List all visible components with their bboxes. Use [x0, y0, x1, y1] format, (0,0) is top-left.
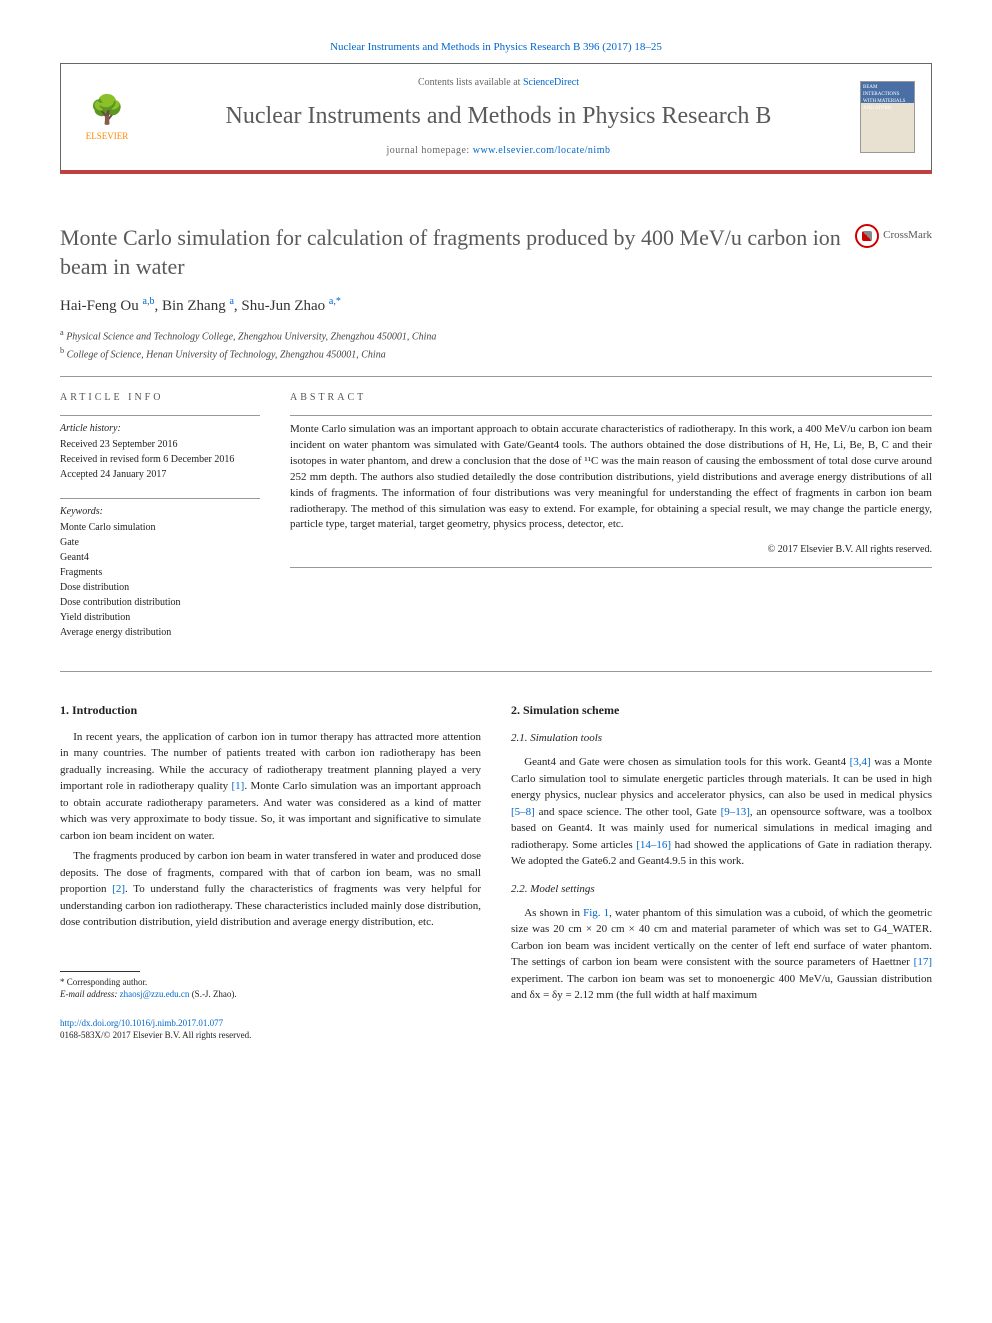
- keywords-label: Keywords:: [60, 505, 260, 519]
- affiliation-b: b College of Science, Henan University o…: [60, 345, 932, 362]
- sec2-head: 2. Simulation scheme: [511, 702, 932, 719]
- article-info-head: ARTICLE INFO: [60, 391, 260, 405]
- authors: Hai-Feng Ou a,b, Bin Zhang a, Shu-Jun Zh…: [60, 295, 932, 317]
- contents-prefix: Contents lists available at: [418, 77, 523, 88]
- abstract-bottom-divider: [290, 567, 932, 568]
- info-abstract-row: ARTICLE INFO Article history: Received 2…: [60, 391, 932, 641]
- doi-block: http://dx.doi.org/10.1016/j.nimb.2017.01…: [60, 1017, 481, 1042]
- crossmark-label: CrossMark: [883, 228, 932, 243]
- sec21-p1: Geant4 and Gate were chosen as simulatio…: [511, 754, 932, 870]
- affiliations: a Physical Science and Technology Colleg…: [60, 327, 932, 362]
- doi-link[interactable]: http://dx.doi.org/10.1016/j.nimb.2017.01…: [60, 1018, 223, 1028]
- corresponding-author: * Corresponding author.: [60, 976, 481, 989]
- abstract-text: Monte Carlo simulation was an important …: [290, 422, 932, 534]
- kw-6: Yield distribution: [60, 611, 260, 625]
- affil-b-text: College of Science, Henan University of …: [67, 349, 386, 360]
- body-columns: 1. Introduction In recent years, the app…: [60, 702, 932, 1042]
- keywords-divider: [60, 498, 260, 499]
- sec1-head: 1. Introduction: [60, 702, 481, 719]
- journal-title: Nuclear Instruments and Methods in Physi…: [153, 100, 844, 134]
- article-info: ARTICLE INFO Article history: Received 2…: [60, 391, 260, 641]
- crossmark-badge[interactable]: CrossMark: [855, 224, 932, 248]
- homepage-link[interactable]: www.elsevier.com/locate/nimb: [473, 145, 611, 156]
- journal-header: 🌳 ELSEVIER Contents lists available at S…: [60, 63, 932, 174]
- kw-7: Average energy distribution: [60, 626, 260, 640]
- article-title: Monte Carlo simulation for calculation o…: [60, 224, 855, 281]
- email-label: E-mail address:: [60, 989, 120, 999]
- crossmark-icon: [855, 224, 879, 248]
- sec1-p1: In recent years, the application of carb…: [60, 729, 481, 845]
- sciencedirect-link[interactable]: ScienceDirect: [523, 77, 579, 88]
- elsevier-logo: 🌳 ELSEVIER: [77, 82, 137, 152]
- history-revised: Received in revised form 6 December 2016: [60, 453, 260, 467]
- divider-2: [60, 671, 932, 672]
- footnote-separator: [60, 971, 140, 972]
- affiliation-a: a Physical Science and Technology Colleg…: [60, 327, 932, 344]
- affil-a-text: Physical Science and Technology College,…: [66, 332, 436, 343]
- contents-line: Contents lists available at ScienceDirec…: [153, 76, 844, 90]
- homepage-prefix: journal homepage:: [387, 145, 473, 156]
- right-column: 2. Simulation scheme 2.1. Simulation too…: [511, 702, 932, 1042]
- sec22-p1: As shown in Fig. 1, water phantom of thi…: [511, 905, 932, 1004]
- elsevier-tree-icon: 🌳: [90, 91, 125, 130]
- history-received: Received 23 September 2016: [60, 438, 260, 452]
- journal-reference: Nuclear Instruments and Methods in Physi…: [60, 40, 932, 55]
- publisher-name: ELSEVIER: [86, 130, 129, 143]
- kw-3: Fragments: [60, 566, 260, 580]
- abstract-head: ABSTRACT: [290, 391, 932, 405]
- sec22-head: 2.2. Model settings: [511, 882, 932, 897]
- kw-0: Monte Carlo simulation: [60, 521, 260, 535]
- keywords-block: Keywords: Monte Carlo simulation Gate Ge…: [60, 498, 260, 640]
- kw-2: Geant4: [60, 551, 260, 565]
- divider: [60, 376, 932, 377]
- email-who: (S.-J. Zhao).: [189, 989, 236, 999]
- abstract: ABSTRACT Monte Carlo simulation was an i…: [290, 391, 932, 641]
- sec1-p2: The fragments produced by carbon ion bea…: [60, 848, 481, 931]
- abstract-divider: [290, 415, 932, 416]
- homepage-line: journal homepage: www.elsevier.com/locat…: [153, 144, 844, 158]
- kw-4: Dose distribution: [60, 581, 260, 595]
- journal-cover-thumb: BEAM INTERACTIONS WITH MATERIALS AND ATO…: [860, 81, 915, 153]
- issn-line: 0168-583X/© 2017 Elsevier B.V. All right…: [60, 1030, 251, 1040]
- info-divider: [60, 415, 260, 416]
- abstract-copyright: © 2017 Elsevier B.V. All rights reserved…: [290, 543, 932, 557]
- history-label: Article history:: [60, 422, 260, 436]
- title-row: Monte Carlo simulation for calculation o…: [60, 224, 932, 281]
- history-accepted: Accepted 24 January 2017: [60, 468, 260, 482]
- left-column: 1. Introduction In recent years, the app…: [60, 702, 481, 1042]
- header-center: Contents lists available at ScienceDirec…: [153, 76, 844, 158]
- cover-text: BEAM INTERACTIONS WITH MATERIALS AND ATO…: [863, 85, 905, 111]
- email-link[interactable]: zhaosj@zzu.edu.cn: [120, 989, 190, 999]
- email-footnote: E-mail address: zhaosj@zzu.edu.cn (S.-J.…: [60, 988, 481, 1001]
- kw-5: Dose contribution distribution: [60, 596, 260, 610]
- journal-ref-link[interactable]: Nuclear Instruments and Methods in Physi…: [330, 41, 662, 53]
- sec21-head: 2.1. Simulation tools: [511, 731, 932, 746]
- kw-1: Gate: [60, 536, 260, 550]
